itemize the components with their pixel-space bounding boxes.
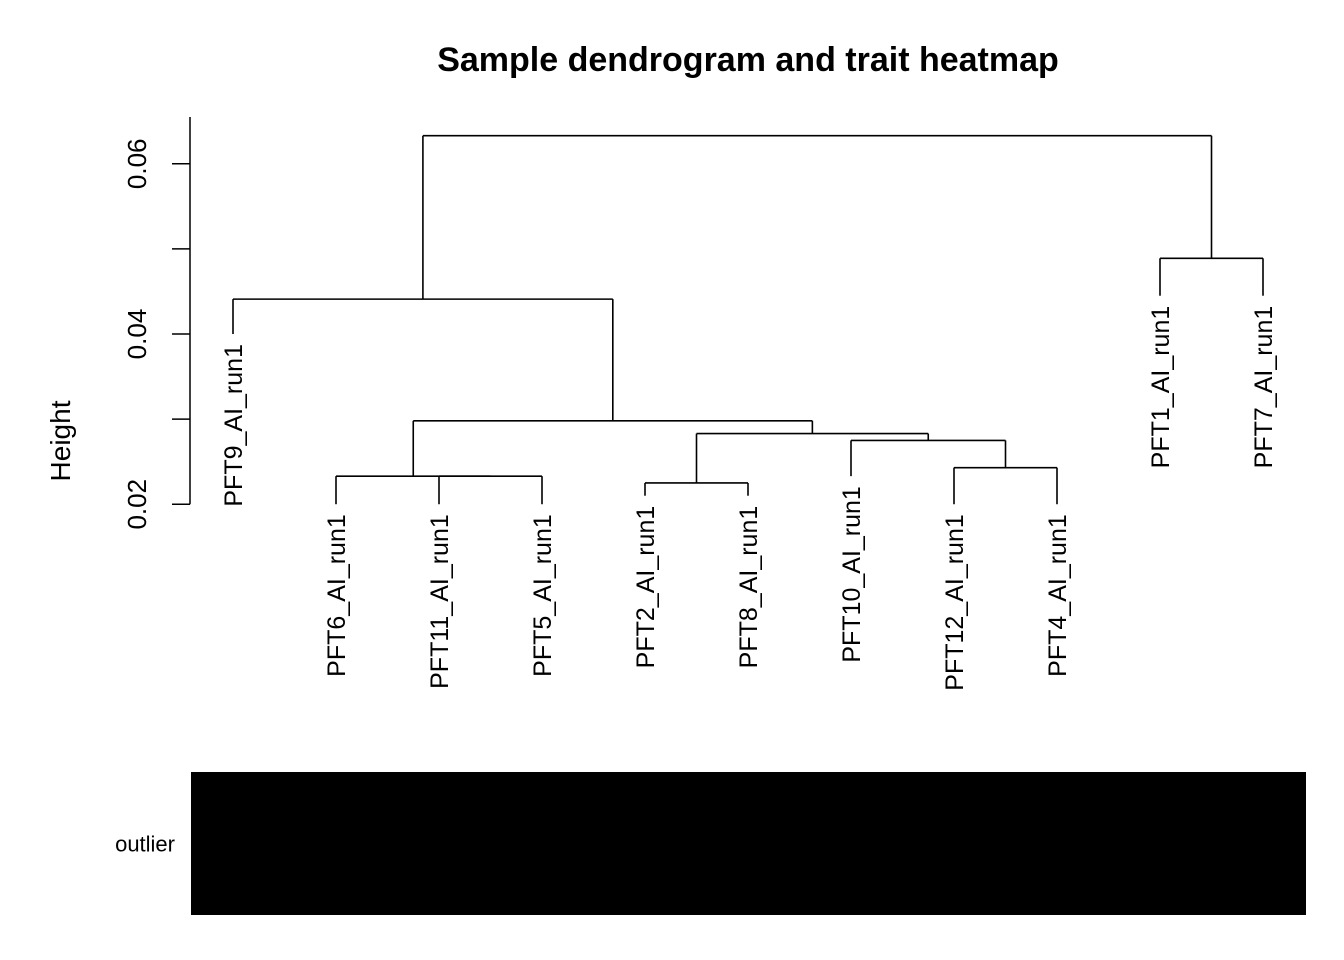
y-tick-label: 0.04 xyxy=(122,309,152,360)
y-tick-label: 0.02 xyxy=(122,479,152,530)
trait-heatmap: outlier xyxy=(115,772,1306,915)
leaf-label: PFT5_AI_run1 xyxy=(529,514,557,677)
leaf-label: PFT2_AI_run1 xyxy=(632,506,660,669)
leaf-label: PFT4_AI_run1 xyxy=(1044,514,1072,677)
leaf-label: PFT6_AI_run1 xyxy=(323,514,351,677)
leaf-label: PFT8_AI_run1 xyxy=(735,506,763,669)
leaf-label: PFT1_AI_run1 xyxy=(1147,306,1175,469)
leaf-label: PFT11_AI_run1 xyxy=(426,514,454,689)
trait-row-label: outlier xyxy=(115,832,175,857)
leaf-label: PFT9_AI_run1 xyxy=(220,344,248,507)
y-tick-label: 0.06 xyxy=(122,139,152,190)
trait-row-cell xyxy=(191,772,1306,915)
leaf-label: PFT7_AI_run1 xyxy=(1250,306,1278,469)
leaf-label: PFT12_AI_run1 xyxy=(941,514,969,691)
leaf-label: PFT10_AI_run1 xyxy=(838,486,866,663)
dendrogram-tree xyxy=(232,134,1264,505)
y-axis-label: Height xyxy=(45,400,76,481)
chart-title: Sample dendrogram and trait heatmap xyxy=(437,41,1059,79)
y-axis: 0.02 0.04 0.06 xyxy=(122,117,191,530)
leaf-labels: PFT9_AI_run1 PFT6_AI_run1 PFT11_AI_run1 PFT… xyxy=(220,306,1278,691)
